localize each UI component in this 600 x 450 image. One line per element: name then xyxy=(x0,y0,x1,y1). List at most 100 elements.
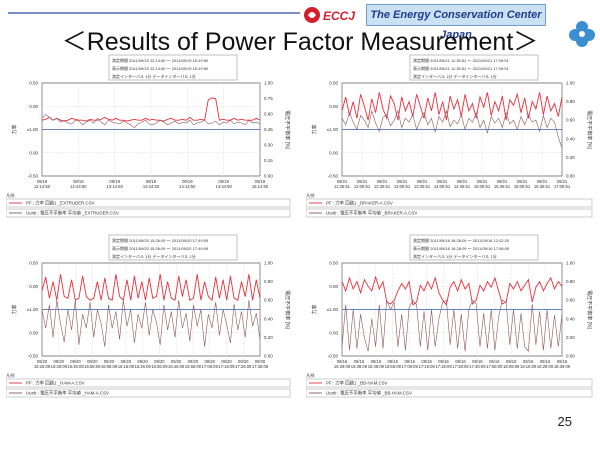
info-box xyxy=(108,54,238,81)
x-tick-date: 09/21 xyxy=(517,179,528,184)
y-tick-label: -0.50 xyxy=(328,354,339,359)
info-box xyxy=(108,234,238,261)
x-tick-time: 16:28:09 xyxy=(334,364,351,369)
x-tick-date: 09/19 xyxy=(146,179,157,184)
x-tick-date: 09/20 xyxy=(238,359,249,364)
legend-label: Uunb : 電圧不平衡率 平均値 _HAM-A.CSV xyxy=(26,390,109,397)
y2-axis-label: 電圧不平衡率 [%] xyxy=(284,290,291,329)
y-tick-label: 0.50 xyxy=(329,261,338,266)
y2-tick-label: 0.80 xyxy=(264,279,273,284)
x-tick-time: 16:58:09 xyxy=(385,364,402,369)
legend: 凡例 PF : 力率 回路1 _BB-HAM.CSV Uunb : 電圧不平衡率 平… xyxy=(306,372,593,398)
info-line: 測定期間 2011/09/16 16:28:09 ～ 2011/09/16 12… xyxy=(413,237,510,243)
y-tick-label: 0.00 xyxy=(329,104,338,109)
chart-panel-braker-a: 測定期間 2011/09/21 11:35:51 ～ 2011/09/21 17… xyxy=(306,54,593,218)
y2-axis-label: 電圧不平衡率 [%] xyxy=(284,110,291,149)
y-axis-label: 力率 xyxy=(311,304,318,314)
x-tick-time: 12:14:50 xyxy=(34,184,51,189)
measurement-info: 測定期間 2011/09/19 12:14:50 ～ 2011/09/19 15… xyxy=(108,54,238,81)
x-tick-time: 12:44:50 xyxy=(70,184,87,189)
y2-tick-label: 0.40 xyxy=(566,316,575,321)
x-tick-time: 18:18:09 xyxy=(520,364,537,369)
x-tick-date: 09/21 xyxy=(397,179,408,184)
y2-tick-label: 0.20 xyxy=(566,155,575,160)
x-tick-date: 09/21 xyxy=(357,179,368,184)
y-tick-label: 0.00 xyxy=(329,150,338,155)
info-line: 測定インターバル 1分 データインターバル 1分 xyxy=(413,73,497,79)
legend-title: 凡例 xyxy=(6,192,14,199)
x-tick-time: 15:35:51 xyxy=(494,184,511,189)
clover-icon xyxy=(569,21,595,47)
x-tick-date: 09/16 xyxy=(354,359,365,364)
x-tick-time: 17:28:09 xyxy=(435,364,452,369)
x-tick-date: 09/16 xyxy=(388,359,399,364)
x-tick-time: 16:48:09 xyxy=(368,364,385,369)
legend: 凡例 PF : 力率 回路1 _BRAKER-A.CSV Uunb : 電圧不平衡率… xyxy=(306,192,593,218)
legend-row xyxy=(306,208,593,218)
x-tick-date: 09/20 xyxy=(137,359,148,364)
x-tick-time: 17:08:09 xyxy=(402,364,419,369)
eccj-logo-swirl xyxy=(308,12,316,18)
x-tick-date: 09/20 xyxy=(188,359,199,364)
info-line: 測定期間 2011/09/20 15:26:09 ～ 2011/09/20 17… xyxy=(112,237,209,243)
legend-row xyxy=(306,378,593,388)
legend-title: 凡例 xyxy=(6,372,14,379)
series-line-unbalance xyxy=(341,299,563,353)
x-tick-time: 14:44:50 xyxy=(216,184,233,189)
x-tick-time: 12:35:51 xyxy=(374,184,391,189)
y2-tick-label: 1.00 xyxy=(264,81,273,86)
x-tick-date: 09/16 xyxy=(506,359,517,364)
series-line-unbalance xyxy=(41,300,261,347)
y2-tick-label: 0.00 xyxy=(264,354,273,359)
legend-row xyxy=(6,388,291,398)
x-tick-time: 14:05:51 xyxy=(434,184,451,189)
legend-row xyxy=(306,198,593,208)
info-line: 測定期間 2011/09/19 12:14:50 ～ 2011/09/19 15… xyxy=(112,57,209,63)
x-tick-date: 09/20 xyxy=(204,359,215,364)
x-tick-date: 09/16 xyxy=(540,359,551,364)
y2-tick-label: 0.30 xyxy=(264,143,273,148)
series-line-pf xyxy=(341,275,563,306)
y2-tick-label: 1.00 xyxy=(566,81,575,86)
series-line-pf xyxy=(341,92,563,121)
y-tick-label: -0.50 xyxy=(28,354,39,359)
x-tick-date: 09/19 xyxy=(109,179,120,184)
y2-tick-label: 0.20 xyxy=(566,335,575,340)
legend-label: PF : 力率 回路1 _BB-HAM.CSV xyxy=(326,380,388,387)
info-line: 表示期間 2011/09/21 11:35:51 ～ 2011/09/21 17… xyxy=(413,65,510,71)
legend-label: PF : 力率 回路1 _EXTRUDER.CSV xyxy=(26,200,95,207)
x-tick-date: 09/20 xyxy=(87,359,98,364)
x-tick-date: 09/16 xyxy=(523,359,534,364)
y-tick-label: 0.00 xyxy=(29,284,38,289)
y-tick-label: 0.00 xyxy=(329,284,338,289)
legend-label: PF : 力率 回路1 _BRAKER-A.CSV xyxy=(326,200,393,207)
x-tick-date: 09/21 xyxy=(537,179,548,184)
x-tick-date: 09/21 xyxy=(377,179,388,184)
y-tick-label: 0.50 xyxy=(29,261,38,266)
series-line-pf xyxy=(41,274,261,302)
legend-title: 凡例 xyxy=(306,192,314,199)
x-tick-date: 09/20 xyxy=(221,359,232,364)
series-line-unbalance xyxy=(341,109,563,149)
x-tick-date: 09/21 xyxy=(437,179,448,184)
x-tick-date: 09/21 xyxy=(557,179,568,184)
info-line: 測定インターバル 1分 データインターバル 1分 xyxy=(112,253,196,259)
legend: 凡例 PF : 力率 回路1 _HAM-A.CSV Uunb : 電圧不平衡率 平均… xyxy=(6,372,291,398)
x-tick-time: 16:38:09 xyxy=(351,364,368,369)
legend-row xyxy=(6,378,291,388)
y2-tick-label: 1.00 xyxy=(264,261,273,266)
x-tick-time: 17:16:09 xyxy=(218,364,235,369)
y2-tick-label: 0.15 xyxy=(264,158,273,163)
x-tick-date: 09/19 xyxy=(255,179,266,184)
y2-tick-label: 0.20 xyxy=(264,335,273,340)
legend-row xyxy=(6,198,291,208)
y2-tick-label: 0.00 xyxy=(264,174,273,179)
x-tick-date: 09/21 xyxy=(477,179,488,184)
x-tick-date: 09/16 xyxy=(455,359,466,364)
y-axis-label: 力率 xyxy=(11,124,18,134)
measurement-info: 測定期間 2011/09/16 16:28:09 ～ 2011/09/16 12… xyxy=(409,234,539,261)
eccj-logo-text: ECCJ xyxy=(323,9,355,23)
measurement-info: 測定期間 2011/09/20 15:26:09 ～ 2011/09/20 17… xyxy=(108,234,238,261)
legend: 凡例 PF : 力率 回路1 _EXTRUDER.CSV Uunb : 電圧不平衡率… xyxy=(6,192,291,218)
y-tick-label: 0.00 xyxy=(329,330,338,335)
